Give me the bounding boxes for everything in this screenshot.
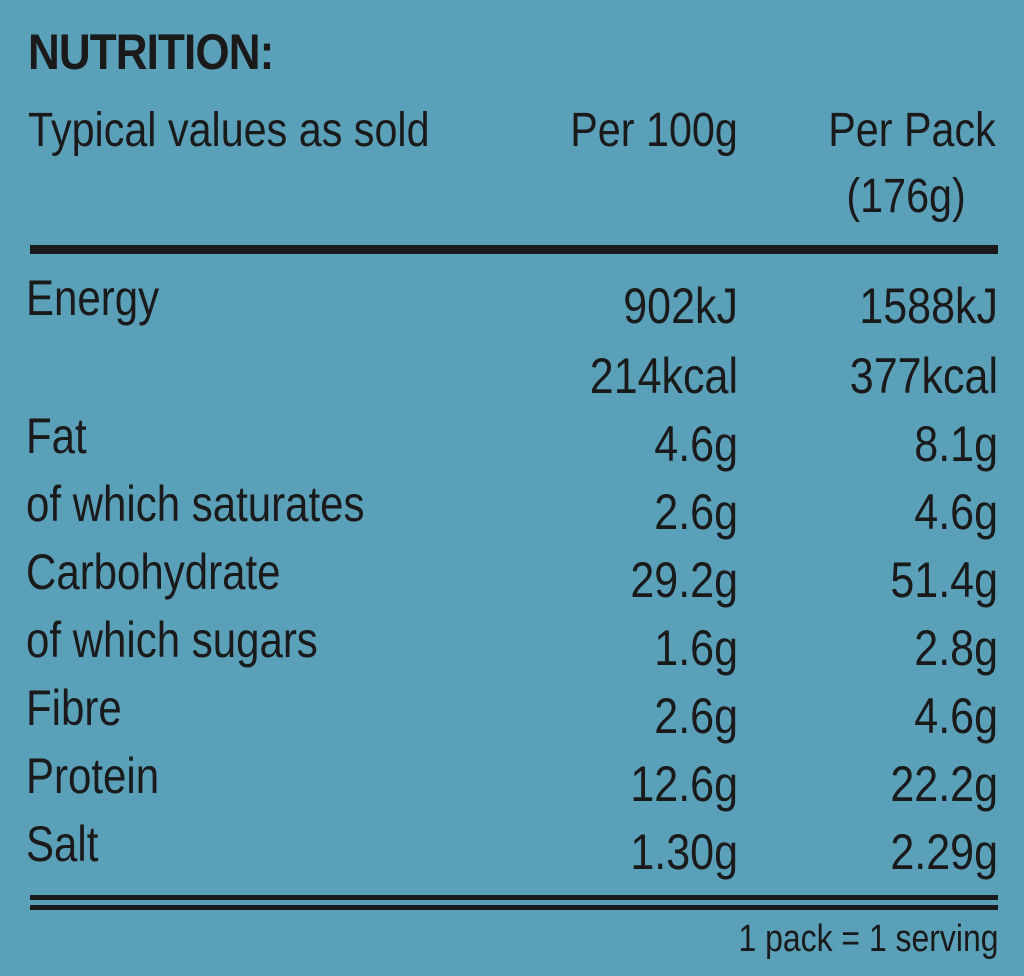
table-row: Energy 902kJ 1588kJ xyxy=(0,268,1024,336)
table-row: Salt 1.30g 2.29g xyxy=(0,814,1024,882)
table-row: Carbohydrate 29.2g 51.4g xyxy=(0,542,1024,610)
nutrient-label: of which sugars xyxy=(26,612,318,668)
per-pack-value: 22.2g xyxy=(890,756,998,812)
nutrient-label: Fibre xyxy=(26,680,122,736)
serving-footnote: 1 pack = 1 serving xyxy=(738,918,998,960)
table-row: of which saturates 2.6g 4.6g xyxy=(0,474,1024,542)
per-pack-value: 2.29g xyxy=(890,824,998,880)
per-pack-value: 51.4g xyxy=(890,552,998,608)
per-pack-header: Per Pack xyxy=(828,104,996,157)
per-100g-value: 29.2g xyxy=(630,552,738,608)
per-pack-value: 4.6g xyxy=(914,484,998,540)
per-100g-value: 1.6g xyxy=(654,620,738,676)
per-100g-value: 12.6g xyxy=(630,756,738,812)
header-divider xyxy=(30,245,998,254)
per-pack-value: 377kcal xyxy=(849,348,998,404)
per-pack-value: 2.8g xyxy=(914,620,998,676)
nutrient-label: Carbohydrate xyxy=(26,544,281,600)
per-pack-value: 4.6g xyxy=(914,688,998,744)
per-pack-value: 8.1g xyxy=(914,416,998,472)
nutrient-label: Salt xyxy=(26,816,99,872)
typical-values-header: Typical values as sold xyxy=(28,104,430,157)
nutrient-label: of which saturates xyxy=(26,476,365,532)
table-row: of which sugars 1.6g 2.8g xyxy=(0,610,1024,678)
table-row: Protein 12.6g 22.2g xyxy=(0,746,1024,814)
pack-weight-header: (176g) xyxy=(846,170,966,223)
per-100g-value: 902kJ xyxy=(623,278,738,334)
nutrition-title: NUTRITION: xyxy=(28,24,274,80)
per-100g-value: 1.30g xyxy=(630,824,738,880)
table-row: 214kcal 377kcal xyxy=(0,338,1024,406)
nutrient-label: Energy xyxy=(26,270,160,326)
per-100g-header: Per 100g xyxy=(570,104,738,157)
per-100g-value: 2.6g xyxy=(654,688,738,744)
per-pack-value: 1588kJ xyxy=(859,278,998,334)
table-row: Fibre 2.6g 4.6g xyxy=(0,678,1024,746)
table-row: Fat 4.6g 8.1g xyxy=(0,406,1024,474)
footer-divider-top xyxy=(30,895,998,900)
nutrient-label: Fat xyxy=(26,408,87,464)
per-100g-value: 214kcal xyxy=(589,348,738,404)
per-100g-value: 4.6g xyxy=(654,416,738,472)
nutrient-label: Protein xyxy=(26,748,160,804)
footer-divider-bottom xyxy=(30,905,998,910)
per-100g-value: 2.6g xyxy=(654,484,738,540)
